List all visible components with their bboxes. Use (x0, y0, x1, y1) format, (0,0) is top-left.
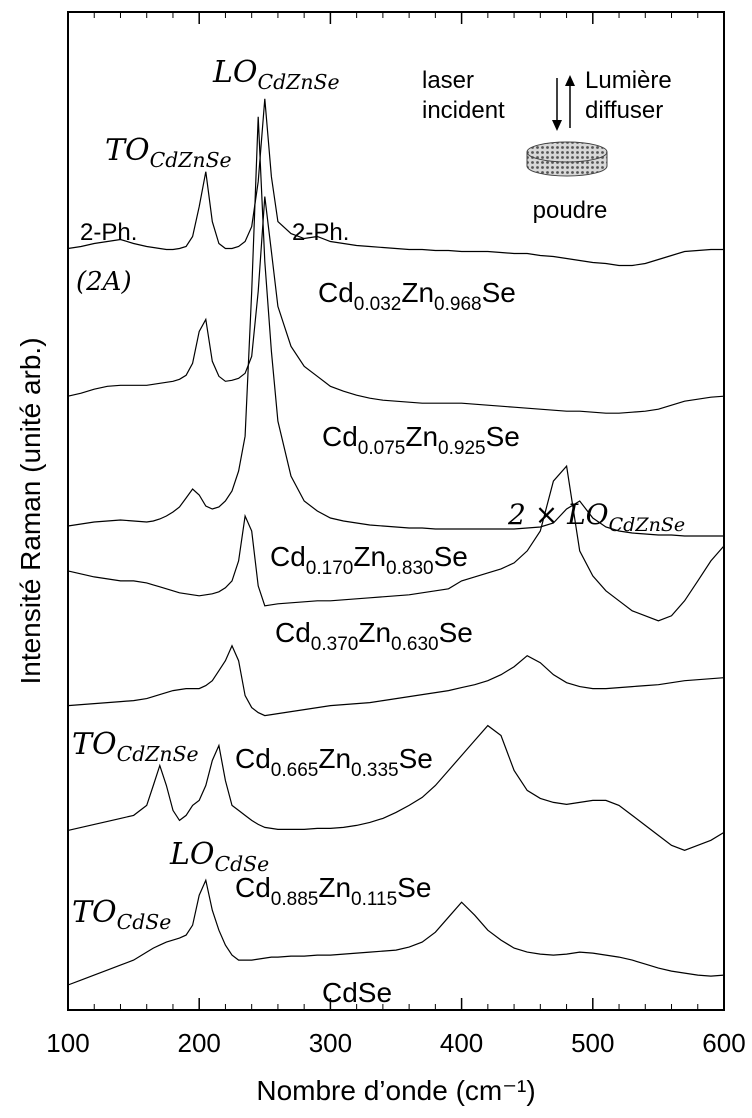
plot-frame (67, 11, 725, 1011)
spectrum-line (67, 464, 725, 622)
annotation-subscript: CdZnSe (150, 148, 232, 172)
annotation-subscript: CdZnSe (258, 70, 340, 94)
annotation: 2 × LOCdZnSe (507, 498, 685, 536)
x-tick-label: 600 (702, 1028, 745, 1058)
series-label: Cd0.075Zn0.925Se (322, 421, 520, 459)
series-label: Cd0.885Zn0.115Se (235, 872, 431, 910)
annotation-subscript: CdZnSe (609, 514, 686, 536)
annotation-text: LO (169, 837, 215, 872)
x-axis-label: Nombre d’onde (cm⁻¹) (256, 1075, 535, 1106)
annotation: TOCdZnSe (105, 133, 232, 172)
spectrum-line (67, 644, 725, 717)
annotation: (2A) (76, 267, 132, 297)
annotation-text: TO (72, 727, 117, 762)
x-tick-label: 200 (178, 1028, 221, 1058)
x-tick-label: 500 (571, 1028, 614, 1058)
annotation-text: 2-Ph. (80, 219, 137, 246)
spectrum-line (67, 196, 725, 414)
series-label: Cd0.665Zn0.335Se (235, 743, 433, 781)
annotation-subscript: CdSe (117, 910, 172, 934)
annotation-text: 2-Ph. (292, 219, 349, 246)
annotation: LOCdSe (169, 837, 269, 876)
inset-text: laser (422, 67, 474, 94)
annotation: LOCdZnSe (212, 55, 340, 94)
annotation: 2-Ph. (80, 219, 137, 246)
annotation-text: TO (105, 133, 150, 168)
annotation-text: (2A) (76, 267, 132, 297)
x-tick-label: 100 (46, 1028, 89, 1058)
spectrum-line (67, 98, 724, 267)
x-tick-label: 400 (440, 1028, 483, 1058)
spectrum-line (67, 116, 724, 537)
spectrum-line (67, 724, 725, 851)
inset-text: Lumière (585, 67, 672, 94)
annotation: 2-Ph. (292, 219, 349, 246)
series-label: Cd0.170Zn0.830Se (270, 541, 468, 579)
annotation: TOCdZnSe (72, 727, 199, 766)
annotation-subscript: CdSe (215, 852, 270, 876)
annotation-text: LO (212, 55, 258, 90)
spectrum-line (67, 878, 725, 986)
inset-text: poudre (533, 197, 608, 224)
inset-illustration (526, 75, 608, 177)
annotation-text: TO (72, 895, 117, 930)
x-tick-label: 300 (309, 1028, 352, 1058)
series-label: CdSe (322, 977, 392, 1008)
annotation-text: 2 × LO (507, 498, 609, 531)
annotation: TOCdSe (72, 895, 171, 934)
series-label: Cd0.032Zn0.968Se (318, 277, 516, 315)
series-label: Cd0.370Zn0.630Se (275, 617, 473, 655)
y-axis-label: Intensité Raman (unité arb.) (15, 337, 46, 684)
inset-text: incident (422, 97, 505, 124)
annotation-subscript: CdZnSe (117, 742, 199, 766)
inset-text: diffuser (585, 97, 663, 124)
